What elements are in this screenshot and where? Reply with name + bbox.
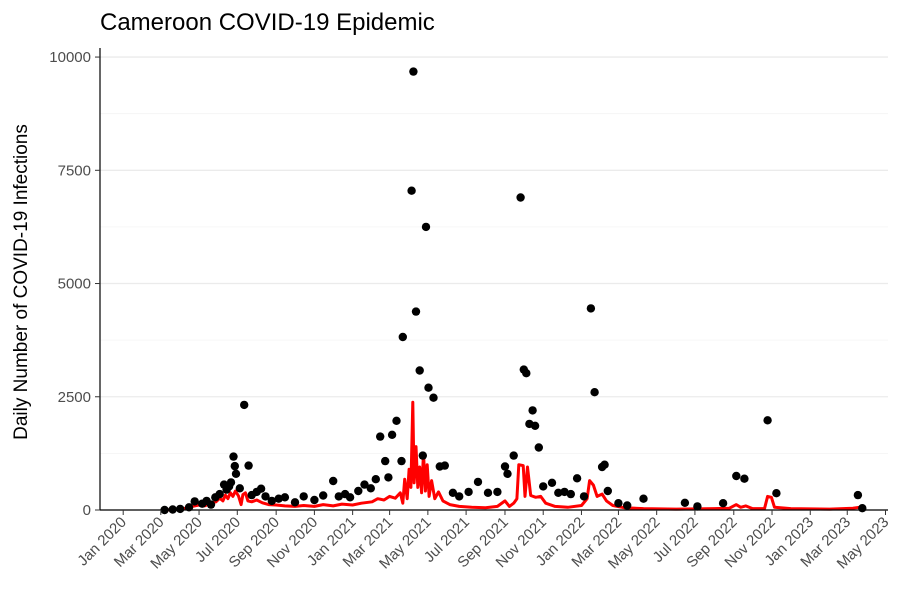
data-point — [206, 500, 216, 509]
data-point — [261, 492, 270, 501]
data-point — [215, 489, 224, 499]
data-point — [421, 222, 431, 232]
data-point — [586, 304, 596, 313]
data-point — [516, 193, 525, 202]
data-point — [603, 486, 612, 496]
grid — [100, 56, 888, 511]
data-point — [572, 474, 582, 483]
y-tick-label: 5000 — [58, 276, 91, 293]
data-point — [473, 477, 483, 487]
y-tick-label: 0 — [83, 502, 91, 519]
data-point — [772, 489, 781, 498]
data-point — [411, 307, 421, 316]
data-point — [732, 471, 741, 481]
data-point — [415, 366, 424, 375]
data-point — [464, 487, 473, 497]
data-point — [448, 488, 458, 497]
data-point — [310, 495, 319, 505]
data-point — [329, 476, 338, 486]
data-point — [267, 496, 276, 506]
y-axis-title: Daily Number of COVID-19 Infections — [11, 124, 32, 440]
data-point — [229, 452, 238, 461]
data-point — [623, 501, 632, 510]
data-point — [614, 499, 623, 508]
data-point — [503, 469, 512, 478]
data-point — [528, 406, 537, 415]
data-point — [534, 443, 543, 452]
data-point — [500, 462, 510, 471]
data-point — [554, 488, 563, 497]
data-point — [299, 492, 308, 501]
data-point — [763, 416, 772, 425]
data-point — [483, 488, 493, 497]
data-point — [680, 498, 690, 507]
data-point — [290, 498, 300, 507]
data-point — [319, 491, 328, 500]
data-point — [409, 67, 418, 76]
data-point — [184, 503, 194, 512]
data-point — [226, 478, 236, 487]
data-point — [256, 484, 266, 493]
data-point — [740, 474, 749, 483]
data-point — [424, 383, 433, 392]
data-point — [381, 456, 390, 466]
data-point — [235, 484, 244, 493]
data-point — [493, 487, 502, 497]
data-point — [440, 461, 449, 470]
data-point — [509, 451, 518, 460]
data-point — [693, 502, 702, 511]
y-tick-label: 7500 — [58, 162, 91, 179]
data-point — [231, 469, 241, 478]
data-point — [590, 388, 599, 397]
data-point — [392, 416, 401, 425]
data-point — [560, 487, 569, 497]
data-point — [579, 492, 589, 501]
data-point — [190, 497, 199, 506]
y-tick-label: 10000 — [49, 49, 91, 66]
data-point — [853, 490, 863, 500]
data-point — [539, 482, 548, 491]
data-point — [407, 186, 416, 195]
data-point — [530, 421, 540, 430]
data-point — [522, 369, 531, 378]
chart-title: Cameroon COVID-19 Epidemic — [100, 9, 435, 36]
data-point — [360, 480, 369, 489]
data-point — [176, 504, 185, 514]
point-series — [160, 67, 867, 515]
data-point — [354, 486, 363, 496]
data-point — [455, 492, 464, 501]
data-point — [398, 332, 407, 342]
data-point — [371, 475, 380, 484]
data-point — [334, 492, 343, 501]
data-point — [397, 456, 406, 466]
line-series — [163, 400, 865, 512]
y-tick-label: 2500 — [58, 389, 91, 406]
data-point — [387, 430, 397, 439]
data-point — [280, 493, 290, 502]
data-point — [240, 400, 249, 410]
data-point — [244, 461, 253, 470]
data-point — [547, 478, 557, 487]
red-series-line — [163, 400, 865, 512]
data-point — [230, 461, 239, 471]
data-point — [345, 493, 355, 502]
data-point — [384, 473, 393, 482]
data-point — [718, 499, 728, 508]
data-point — [639, 494, 648, 503]
data-point — [600, 460, 609, 469]
data-point — [858, 504, 867, 513]
data-point — [366, 484, 375, 493]
data-point — [418, 451, 427, 460]
data-point — [429, 393, 438, 402]
data-point — [566, 489, 575, 499]
data-point — [376, 432, 385, 441]
